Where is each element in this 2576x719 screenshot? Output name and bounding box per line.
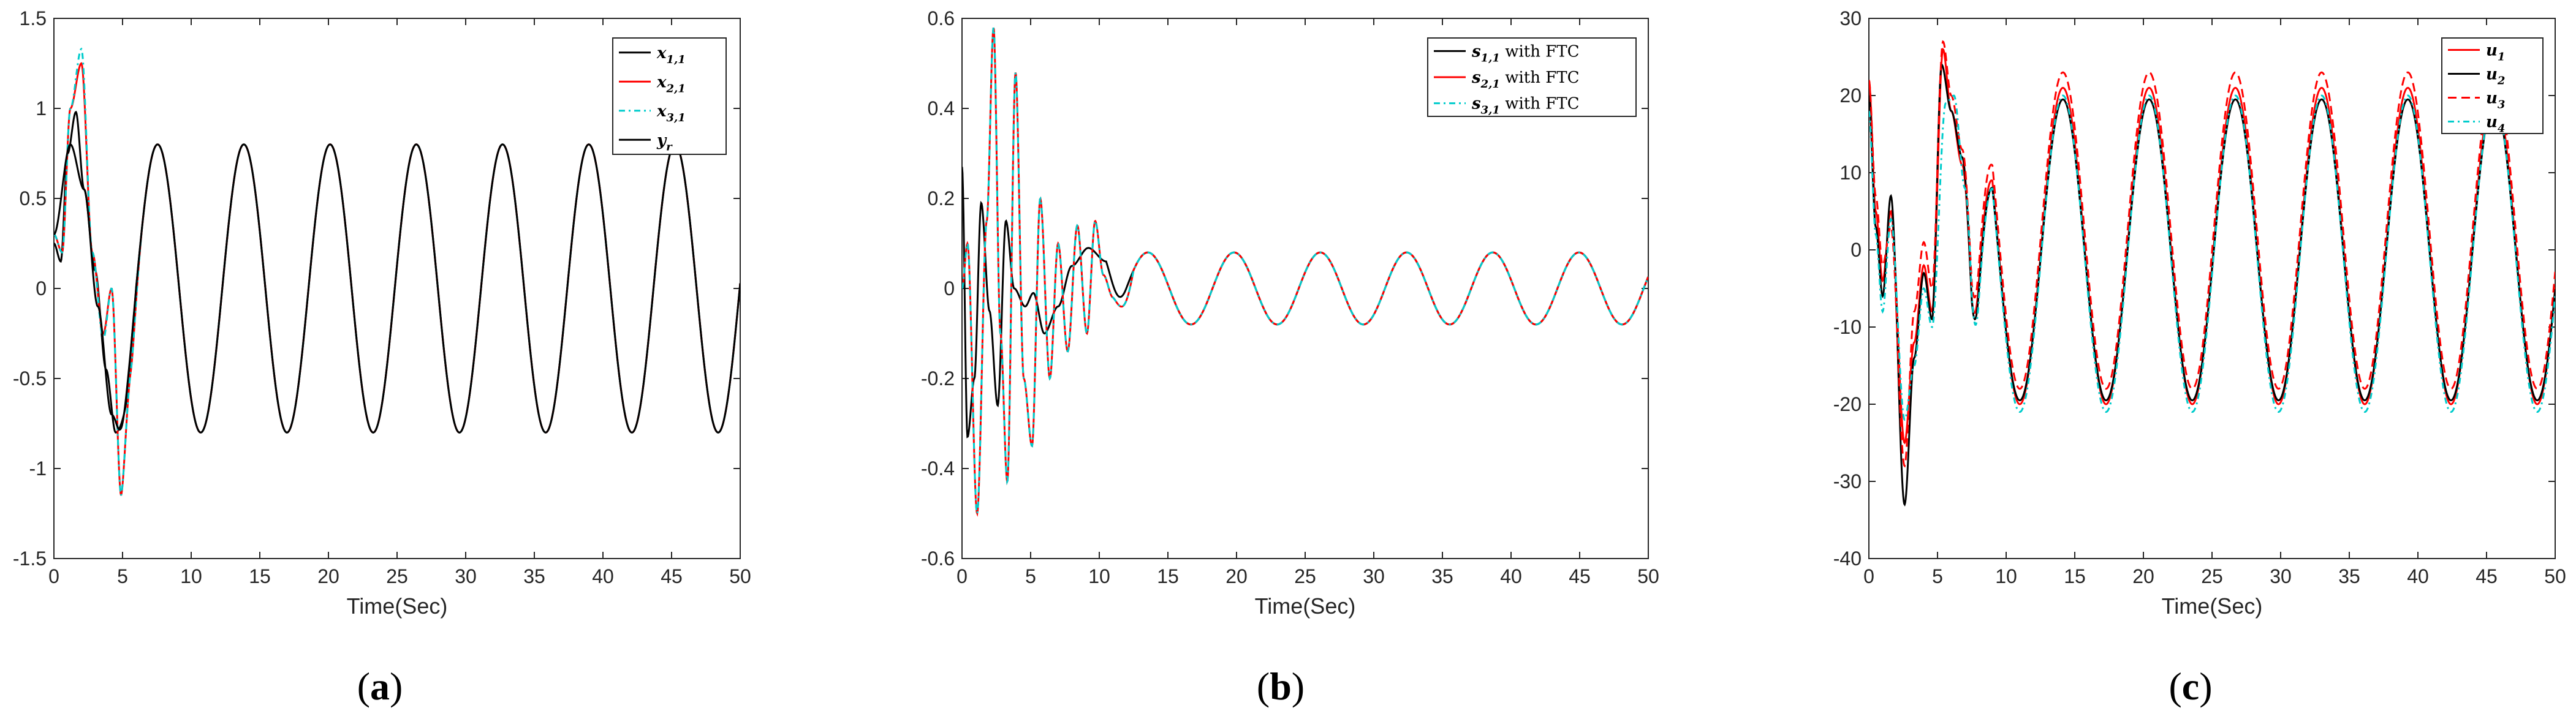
legend: x1,1 x2,1 x3,1 yr — [612, 37, 727, 155]
y-tick-label: 0 — [1851, 239, 1862, 261]
x-tick-label: 5 — [1025, 565, 1036, 587]
legend-entry: u4 — [2486, 113, 2505, 135]
y-tick-label: 20 — [1839, 85, 1862, 107]
x-tick-label: 45 — [661, 565, 683, 587]
x-tick-label: 20 — [317, 565, 339, 587]
legend-entry: s3,1 with FTC — [1471, 95, 1580, 117]
x-tick-label: 35 — [1431, 565, 1453, 587]
legend-entry: x1,1 — [656, 44, 686, 66]
x-tick-label: 15 — [2064, 565, 2086, 587]
y-tick-label: -1 — [29, 457, 47, 480]
x-tick-label: 30 — [2270, 565, 2292, 587]
x-tick-label: 30 — [1363, 565, 1385, 587]
series-line-s1-1 — [962, 167, 1648, 439]
legend-entry: x3,1 — [656, 102, 686, 124]
y-tick-label: -0.5 — [13, 367, 47, 390]
x-tick-label: 20 — [2132, 565, 2154, 587]
x-tick-label: 20 — [1225, 565, 1248, 587]
y-tick-label: -0.6 — [921, 548, 955, 570]
x-tick-label: 25 — [2201, 565, 2223, 587]
series-line-s3-1 — [962, 27, 1648, 517]
y-tick-label: 0 — [36, 277, 47, 299]
x-axis-label: Time(Sec) — [1255, 593, 1356, 619]
y-tick-label: -30 — [1833, 470, 1862, 492]
panel-a: 0 5 10 15 20 25 30 35 40 45 50 -1.5 -1 -0.5 0 0.5 1 1.5 Ti… — [13, 7, 751, 708]
x-tick-label: 15 — [249, 565, 271, 587]
x-tick-label: 50 — [2544, 565, 2566, 587]
y-tick-label: -0.4 — [921, 457, 955, 480]
legend-entry: s2,1 with FTC — [1471, 69, 1580, 91]
x-tick-label: 50 — [1637, 565, 1659, 587]
x-tick-label: 10 — [1088, 565, 1110, 587]
x-tick-label: 0 — [48, 565, 59, 587]
y-tick-label: 30 — [1839, 7, 1862, 29]
series-line-yr — [54, 143, 740, 434]
y-tick-label: -0.2 — [921, 367, 955, 390]
x-tick-label: 5 — [117, 565, 128, 587]
x-axis-label: Time(Sec) — [347, 593, 448, 619]
legend: s1,1 with FTC s2,1 with FTC s3,1 with FTC — [1427, 37, 1637, 117]
y-tick-label: -20 — [1833, 393, 1862, 415]
x-tick-label: 25 — [386, 565, 408, 587]
legend-entry: u2 — [2486, 66, 2505, 88]
y-tick-label: 1.5 — [20, 7, 47, 29]
y-tick-label: 0 — [944, 277, 955, 299]
legend-entry: yr — [656, 131, 673, 153]
x-tick-label: 35 — [523, 565, 545, 587]
legend-entry: s1,1 with FTC — [1471, 42, 1580, 64]
y-tick-label: -1.5 — [13, 548, 47, 570]
x-tick-label: 45 — [1569, 565, 1591, 587]
y-tick-label: -10 — [1833, 316, 1862, 338]
legend-entry: x2,1 — [656, 73, 686, 95]
y-tick-label: 0.5 — [20, 187, 47, 209]
panel-c: 0 5 10 15 20 25 30 35 40 45 50 -40 -30 -20 -10 0 10 20 30 T… — [1833, 7, 2566, 708]
x-tick-label: 40 — [2407, 565, 2429, 587]
legend-box — [2441, 37, 2544, 134]
subfigure-label: (a) — [357, 664, 403, 708]
x-tick-label: 15 — [1157, 565, 1179, 587]
x-tick-label: 40 — [592, 565, 614, 587]
y-tick-label: 0.6 — [928, 7, 955, 29]
y-tick-label: 1 — [36, 97, 47, 119]
x-tick-label: 50 — [729, 565, 751, 587]
legend-entry: u1 — [2486, 42, 2505, 64]
legend-box — [612, 37, 727, 155]
x-axis-label: Time(Sec) — [2162, 593, 2263, 619]
y-tick-label: -40 — [1833, 548, 1862, 570]
y-tick-label: 0.2 — [928, 187, 955, 209]
subfigure-label: (c) — [2169, 664, 2212, 708]
legend-entry: u3 — [2486, 89, 2505, 111]
series-line-u4 — [1869, 94, 2555, 421]
series-line-u3 — [1869, 40, 2555, 468]
x-tick-label: 10 — [180, 565, 202, 587]
y-tick-label: 10 — [1839, 162, 1862, 184]
subfigure-label: (b) — [1257, 664, 1305, 708]
x-tick-label: 0 — [1863, 565, 1874, 587]
x-tick-label: 5 — [1932, 565, 1943, 587]
y-tick-label: 0.4 — [928, 97, 955, 119]
x-tick-label: 25 — [1294, 565, 1316, 587]
x-tick-label: 40 — [1500, 565, 1522, 587]
x-tick-label: 35 — [2338, 565, 2360, 587]
x-tick-label: 30 — [455, 565, 477, 587]
x-tick-label: 0 — [957, 565, 968, 587]
x-tick-label: 45 — [2476, 565, 2498, 587]
panel-b: 0 5 10 15 20 25 30 35 40 45 50 -0.6 -0.4 -0.2 0 0.2 0.4 0… — [921, 7, 1659, 708]
x-tick-label: 10 — [1995, 565, 2017, 587]
